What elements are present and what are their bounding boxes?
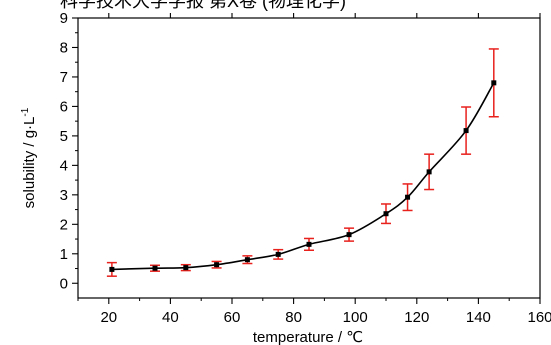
x-tick-label: 20 — [100, 309, 117, 326]
x-tick-label: 60 — [224, 309, 241, 326]
data-point-marker — [306, 241, 312, 247]
x-tick-label: 80 — [285, 309, 302, 326]
y-axis-title-main: solubility / g·L — [21, 117, 38, 209]
y-tick-label: 1 — [60, 246, 68, 263]
y-tick-label: 4 — [60, 157, 68, 174]
data-point-marker — [346, 232, 352, 238]
y-axis-title-sup: -1 — [20, 107, 31, 116]
x-tick-label: 40 — [162, 309, 179, 326]
y-tick-label: 2 — [60, 216, 68, 233]
data-point-marker — [152, 265, 158, 271]
data-point-marker — [463, 128, 469, 134]
axes-layer: 20 40 60 80 100 120 140 160 0 1 2 3 4 5 6 7 8 9 — [60, 10, 551, 326]
data-point-marker — [214, 262, 220, 268]
y-tick-label: 6 — [60, 98, 68, 115]
y-tick-label: 3 — [60, 187, 68, 204]
x-axis-title: temperature / ℃ — [253, 329, 363, 345]
y-tick-label: 5 — [60, 128, 68, 145]
data-point-marker — [491, 80, 497, 86]
data-point-marker — [183, 265, 189, 271]
series-line — [111, 82, 495, 271]
x-tick-label: 120 — [404, 309, 429, 326]
y-tick-label: 8 — [60, 39, 68, 56]
data-point-marker — [405, 194, 411, 200]
data-point-marker — [426, 169, 432, 175]
cropped-top-text: 科学技术大学学报 第X卷 (物理化学) — [60, 0, 346, 11]
data-point-marker — [275, 251, 281, 257]
y-axis-title: solubility / g·L-1 — [20, 107, 38, 208]
y-tick-label: 0 — [60, 275, 68, 292]
data-point-marker — [109, 266, 115, 272]
data-layer — [106, 48, 499, 277]
plot-frame — [77, 17, 541, 299]
x-tick-label: 160 — [527, 309, 551, 326]
data-point-marker — [383, 211, 389, 217]
y-tick-label: 9 — [60, 10, 68, 27]
data-point-marker — [244, 257, 250, 263]
y-tick-label: 7 — [60, 69, 68, 86]
x-tick-label: 100 — [343, 309, 368, 326]
x-tick-label: 140 — [466, 309, 491, 326]
